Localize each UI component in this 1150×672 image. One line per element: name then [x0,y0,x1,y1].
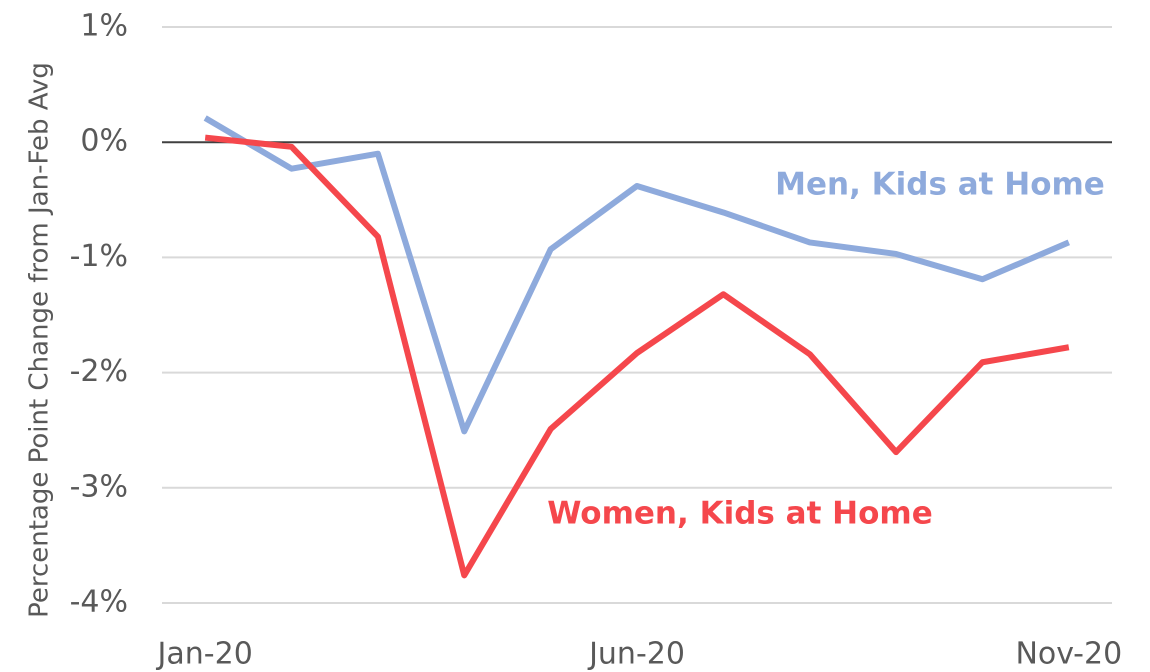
x-tick-label: Jan-20 [156,637,253,672]
y-tick-label: -3% [70,469,128,504]
series-line [203,115,1070,435]
x-tick-label: Jun-20 [587,637,685,672]
y-tick-label: -2% [70,354,128,389]
y-tick-label: 0% [80,124,128,159]
y-tick-label: 1% [80,9,128,44]
y-tick-label: -1% [70,239,128,274]
series-label: Men, Kids at Home [775,167,1105,203]
series-label: Women, Kids at Home [547,496,933,532]
y-axis-label: Percentage Point Change from Jan-Feb Avg [25,62,55,618]
x-tick-label: Nov-20 [1015,637,1122,672]
series-line [204,134,1070,579]
y-tick-label: -4% [70,585,128,620]
